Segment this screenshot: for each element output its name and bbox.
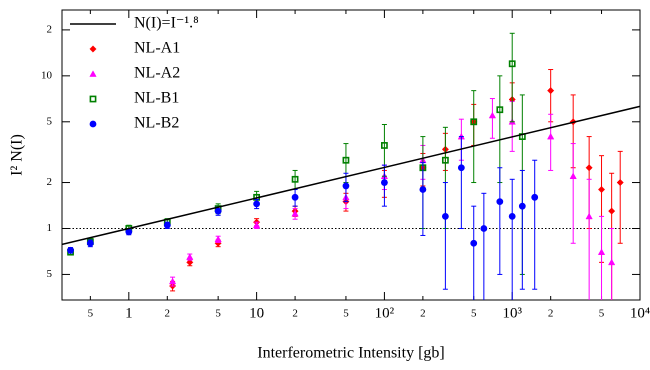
x-tick-label: 10³ <box>502 305 522 321</box>
data-point <box>125 228 133 236</box>
data-point <box>616 178 624 187</box>
y-tick-label: 1 <box>47 222 53 234</box>
x-tick-label: 2 <box>292 308 298 320</box>
legend-marker <box>89 120 97 128</box>
x-tick-label: 2 <box>420 308 426 320</box>
data-point <box>253 200 261 208</box>
data-point <box>608 258 616 266</box>
error-bar <box>292 169 298 191</box>
error-bar <box>570 143 576 244</box>
error-bar <box>471 90 477 184</box>
data-point <box>547 87 555 95</box>
y-axis-label: I² N(I) <box>9 134 26 176</box>
x-tick-label: 10 <box>249 305 264 321</box>
error-bar <box>509 178 515 300</box>
error-bar <box>420 162 426 236</box>
data-point <box>342 182 350 190</box>
error-bar <box>509 32 515 123</box>
data-point <box>214 235 222 243</box>
error-bar <box>617 150 623 244</box>
x-tick-label: 1 <box>125 305 133 321</box>
data-point <box>531 193 539 201</box>
error-bar <box>599 215 605 300</box>
error-bar <box>442 182 448 290</box>
data-point <box>163 221 171 229</box>
data-point <box>67 246 74 254</box>
y-tick-label: 5 <box>47 268 53 280</box>
x-tick-label: 2 <box>165 308 171 320</box>
y-tick-label: 5 <box>47 115 53 127</box>
error-bar <box>489 98 495 139</box>
error-bar <box>532 159 538 290</box>
data-point <box>381 142 388 149</box>
data-point <box>168 277 177 285</box>
data-point <box>547 132 555 140</box>
data-point <box>214 207 222 215</box>
x-tick-label: 5 <box>88 308 94 320</box>
error-bar <box>586 178 592 300</box>
legend-marker <box>89 95 97 103</box>
data-point <box>419 186 427 193</box>
legend-label: NL-A1 <box>134 40 180 57</box>
x-tick-label: 10⁴ <box>630 305 650 321</box>
data-point <box>608 207 616 215</box>
data-point <box>518 202 526 210</box>
error-bar <box>471 205 477 300</box>
data-point <box>470 118 478 126</box>
data-point <box>381 179 388 186</box>
data-point <box>441 156 449 164</box>
data-point <box>508 212 516 220</box>
plot-frame <box>61 9 641 301</box>
legend-marker <box>89 70 97 77</box>
data-point <box>569 172 577 180</box>
x-tick-label: 5 <box>471 308 477 320</box>
data-point <box>86 239 94 247</box>
x-tick-label: 2 <box>548 308 554 320</box>
x-tick-label: 5 <box>215 308 221 320</box>
error-bar <box>519 169 525 290</box>
data-point <box>470 239 478 247</box>
x-tick-label: 10² <box>375 305 395 321</box>
error-bar <box>458 136 464 229</box>
data-point <box>597 185 606 194</box>
data-point <box>291 193 299 201</box>
data-point <box>342 156 350 164</box>
legend-label: NL-B2 <box>134 115 179 132</box>
data-point <box>186 253 194 260</box>
error-bar <box>609 227 615 300</box>
x-tick-label: 5 <box>343 308 349 320</box>
data-point <box>585 212 593 220</box>
error-bar <box>497 75 503 184</box>
legend-label: NL-A2 <box>134 65 180 82</box>
data-point <box>496 198 504 206</box>
data-point <box>252 221 261 229</box>
fit-line <box>62 105 640 246</box>
data-point <box>597 248 606 255</box>
data-point <box>585 164 593 172</box>
x-tick-label: 5 <box>599 308 605 320</box>
y-tick-label: 2 <box>47 176 53 188</box>
data-point <box>291 209 299 217</box>
data-point <box>488 111 497 119</box>
data-point <box>496 106 504 114</box>
data-point <box>291 175 299 183</box>
legend-label: NL-B1 <box>134 90 179 107</box>
y-tick-label: 2 <box>47 23 53 35</box>
data-point <box>441 212 449 220</box>
data-point <box>457 164 465 172</box>
data-point <box>480 225 488 232</box>
x-axis-label: Interferometric Intensity [gb] <box>257 345 444 362</box>
legend-label: N(I)=I⁻¹.⁸ <box>134 15 199 32</box>
error-bar <box>481 192 487 300</box>
legend-marker <box>89 45 97 53</box>
error-bar <box>548 113 554 171</box>
data-point <box>186 258 194 266</box>
error-bar <box>497 167 503 275</box>
y-tick-label: 10 <box>41 69 53 81</box>
plot-area <box>62 32 640 300</box>
data-point <box>508 60 516 68</box>
